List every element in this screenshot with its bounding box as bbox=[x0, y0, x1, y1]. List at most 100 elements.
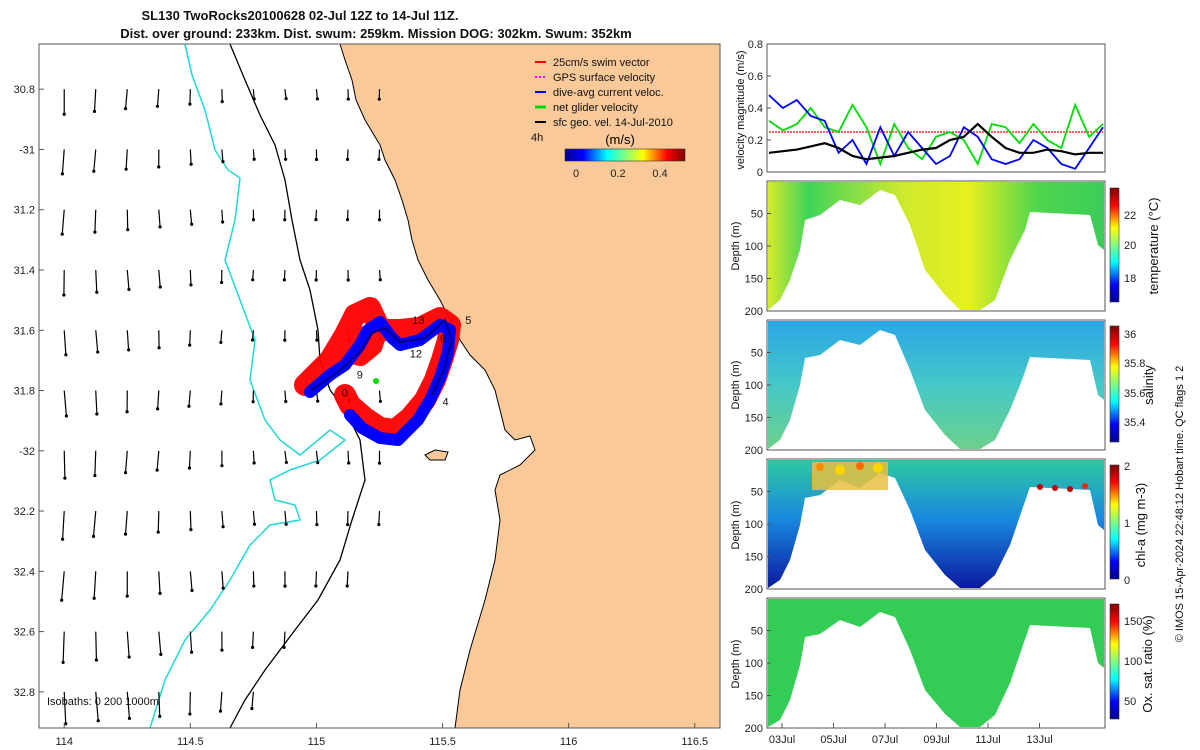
depth-tick: 200 bbox=[745, 306, 763, 318]
temperature-cb-tick-2: 18 bbox=[1124, 273, 1136, 285]
velocity-vector bbox=[93, 89, 97, 112]
velocity-vector bbox=[219, 691, 223, 712]
velocity-vector-head bbox=[64, 722, 68, 726]
velocity-vector-head bbox=[155, 468, 159, 472]
velocity-vector bbox=[283, 631, 286, 648]
velocity-vector-head bbox=[92, 109, 97, 114]
velocity-vector-head bbox=[251, 400, 255, 404]
velocity-vector bbox=[61, 571, 65, 601]
velocity-vector-head bbox=[91, 534, 96, 538]
velocity-vector-head bbox=[95, 290, 99, 294]
velocity-vector-head bbox=[92, 169, 96, 173]
map-colorbar: 4h (m/s) 0 0.2 0.4 bbox=[531, 132, 686, 180]
track-hour-labels: 13 5 6 12 90 4 bbox=[342, 315, 472, 408]
velocity-vector bbox=[189, 269, 192, 285]
map-lat-tick: 31.6 bbox=[14, 325, 35, 337]
time-x-ticks: 03Jul 05Jul 07Jul 09Jul 11Jul 13Jul bbox=[769, 723, 1053, 746]
map-lon-tick: 116 bbox=[560, 736, 578, 748]
velocity-vector bbox=[189, 330, 191, 346]
velocity-vector bbox=[157, 511, 160, 533]
velocity-vector bbox=[93, 571, 97, 599]
temperature-panel: 50 100 150 200 Depth (m) 22 20 18 temperatu… bbox=[730, 180, 1161, 318]
velocity-vector bbox=[126, 631, 130, 658]
track-label: 0 bbox=[342, 388, 348, 400]
velocity-vector-head bbox=[63, 476, 67, 480]
velocity-vector-head bbox=[159, 652, 163, 656]
velocity-vector-head bbox=[96, 350, 100, 354]
velocity-vector-head bbox=[250, 706, 254, 711]
velocity-vector-head bbox=[316, 399, 320, 403]
velocity-vector-field bbox=[60, 89, 383, 726]
velocity-vector-head bbox=[94, 658, 99, 662]
velocity-vector bbox=[189, 631, 193, 653]
velocity-vector-head bbox=[187, 466, 192, 470]
temperature-y-ticks: 50 100 150 200 bbox=[745, 209, 771, 318]
salinity-y-ticks: 50 100 150 200 bbox=[745, 348, 771, 457]
oxygen-section bbox=[768, 599, 1104, 727]
velocity-y-tick: 0.2 bbox=[748, 135, 763, 147]
temperature-cb-tick-0: 22 bbox=[1124, 210, 1136, 222]
velocity-vector-head bbox=[218, 709, 223, 713]
chla-ylabel: Depth (m) bbox=[730, 501, 742, 550]
velocity-vector bbox=[252, 149, 255, 160]
map-latitude-ticks: 30.8 -31 31.2 31.4 31.6 31.8 -32 32.2 32.4 32.6 32… bbox=[14, 84, 44, 699]
velocity-vector bbox=[188, 390, 191, 407]
depth-tick: 100 bbox=[745, 241, 763, 253]
velocity-vector-head bbox=[252, 157, 256, 161]
time-tick: 03Jul bbox=[769, 734, 795, 746]
velocity-vector bbox=[189, 511, 192, 530]
velocity-vector-head bbox=[283, 584, 287, 588]
velocity-vector bbox=[252, 450, 255, 464]
velocity-vector-head bbox=[125, 410, 129, 414]
map-lat-tick: 32.8 bbox=[14, 687, 35, 699]
velocity-y-tick: 0 bbox=[757, 167, 763, 179]
map-lat-tick: 32.4 bbox=[14, 566, 35, 578]
legend-net-velocity: net glider velocity bbox=[553, 102, 638, 114]
time-tick: 13Jul bbox=[1026, 734, 1052, 746]
track-label: 12 bbox=[410, 348, 422, 360]
velocity-vector-head bbox=[315, 338, 319, 342]
velocity-vector-head bbox=[377, 522, 381, 527]
salinity-ylabel: Depth (m) bbox=[730, 361, 742, 410]
velocity-vector-head bbox=[252, 461, 256, 465]
velocity-vector-head bbox=[158, 714, 162, 718]
oxygen-panel: 50 100 150 200 03Jul 05Jul 07Jul 09Jul 11Jul 13J… bbox=[730, 597, 1155, 746]
velocity-vector-head bbox=[220, 648, 224, 652]
map-lat-tick: -31 bbox=[19, 144, 35, 156]
oxygen-colorbar bbox=[1109, 603, 1120, 720]
velocity-vector bbox=[378, 149, 381, 160]
oxygen-cb-tick-1: 100 bbox=[1124, 656, 1142, 668]
velocity-vector-head bbox=[189, 162, 193, 166]
velocity-vector-head bbox=[314, 278, 318, 282]
velocity-vector bbox=[251, 330, 254, 341]
legend-swim-vector: 25cm/s swim vector bbox=[553, 57, 650, 69]
velocity-vector-head bbox=[189, 527, 193, 532]
velocity-vector-head bbox=[123, 532, 128, 536]
map-lat-tick: -32 bbox=[19, 446, 35, 458]
velocity-vector-head bbox=[219, 340, 223, 345]
land-mass bbox=[339, 44, 720, 728]
depth-tick: 150 bbox=[745, 413, 763, 425]
depth-tick: 150 bbox=[745, 274, 763, 286]
velocity-vector bbox=[158, 691, 161, 717]
colorbar-tick-1: 0.2 bbox=[610, 168, 625, 180]
velocity-vector-head bbox=[155, 104, 160, 108]
track-label: 5 bbox=[465, 315, 471, 327]
velocity-y-ticks: 0 0.2 0.4 0.6 0.8 bbox=[748, 39, 771, 179]
map-lat-tick: 30.8 bbox=[14, 84, 35, 96]
velocity-vector bbox=[95, 269, 98, 293]
velocity-vector-head bbox=[252, 584, 256, 588]
depth-tick: 200 bbox=[745, 445, 763, 457]
velocity-vector bbox=[157, 390, 160, 409]
velocity-vector-head bbox=[127, 716, 132, 720]
temperature-cb-label: temperature (°C) bbox=[1146, 198, 1161, 295]
velocity-vector-head bbox=[158, 591, 162, 595]
velocity-vector bbox=[126, 269, 130, 290]
temperature-section bbox=[768, 182, 1104, 310]
legend-geo-velocity: sfc geo. vel. 14-Jul-2010 bbox=[553, 117, 673, 129]
velocity-panel: 0 0.2 0.4 0.6 0.8 velocity magnitude (m/s) bbox=[735, 39, 1106, 179]
velocity-vector-head bbox=[190, 650, 194, 654]
velocity-vector-head bbox=[283, 218, 287, 222]
depth-tick: 150 bbox=[745, 691, 763, 703]
velocity-vector-head bbox=[345, 584, 349, 588]
